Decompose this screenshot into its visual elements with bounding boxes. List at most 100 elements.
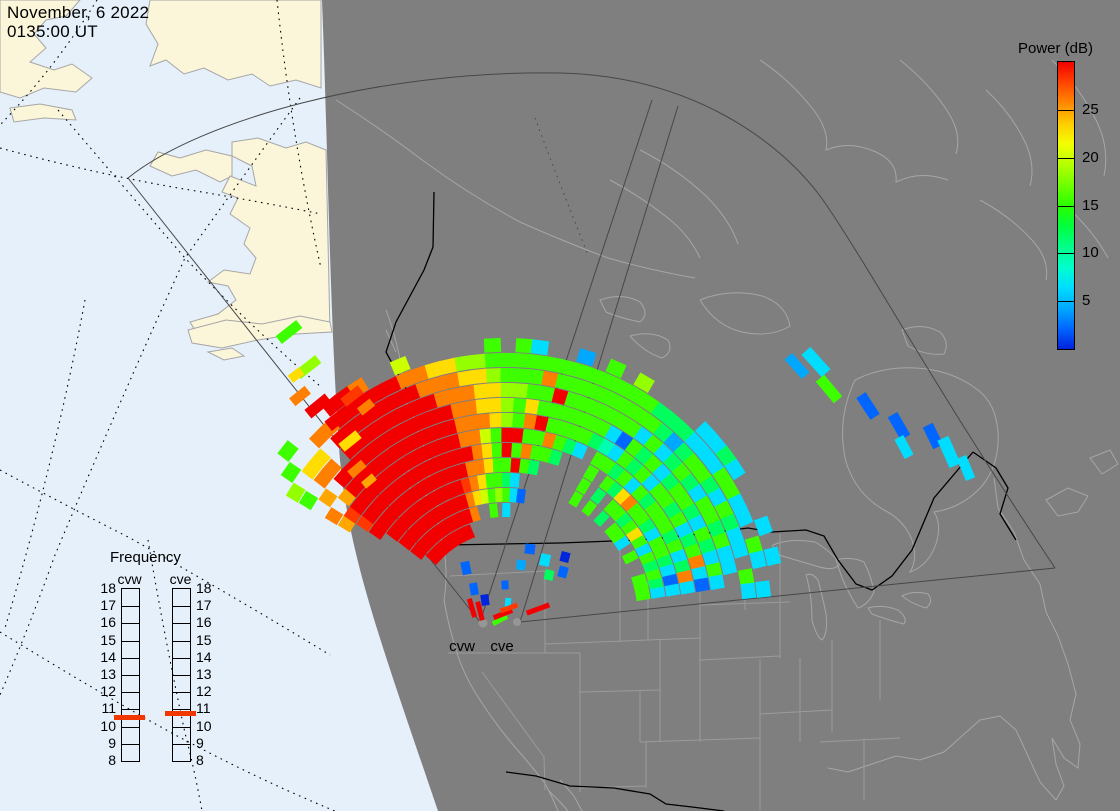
echo-cell [418,535,435,551]
echo-cell [615,469,634,488]
echo-cell [362,507,380,525]
echo-cell [581,381,601,400]
echo-cell [389,441,408,461]
echo-cell [638,492,657,511]
echo-cell [460,560,472,576]
echo-cell [423,530,439,547]
echo-cell [679,580,696,595]
echo-cell [451,448,466,465]
echo-cell [664,583,681,597]
echo-cell [439,518,454,536]
echo-cell [407,524,424,541]
echo-cell [450,512,464,529]
echo-cell [586,367,607,386]
echo-cell [643,527,662,544]
echo-cell [406,449,424,468]
echo-cell [502,502,511,518]
frequency-tick-label: 8 [196,752,204,768]
frequency-tick-label: 13 [196,666,212,682]
echo-cell [599,372,621,392]
echo-cell [356,489,375,508]
echo-cell [386,526,403,542]
echo-cell [304,393,332,419]
colorbar-divider [1058,157,1074,159]
echo-cell [604,522,621,539]
echo-cell [277,440,299,463]
echo-cell [442,419,459,437]
echo-cell [576,348,597,367]
frequency-radar-name-cve: cve [169,571,192,587]
echo-cell [753,515,773,537]
colorbar-divider [1058,301,1074,303]
echo-cell [422,475,438,493]
echo-cell [643,454,663,474]
echo-cell [414,539,431,556]
echo-cell [321,458,342,479]
echo-cell [554,373,573,391]
echo-cell [487,382,502,398]
echo-cell [556,420,573,438]
echo-cell [397,454,415,473]
echo-cell [379,448,398,467]
echo-cell [368,499,386,517]
echo-cell [408,398,427,417]
echo-cell [490,427,503,443]
frequency-tick-label: 9 [196,734,204,751]
echo-cell [418,514,435,531]
echo-cell [634,446,654,466]
echo-cell [815,374,843,404]
echo-cell [548,449,563,466]
echo-cell [382,375,403,396]
frequency-bar-cell-line [122,709,139,711]
echo-cell [462,508,476,525]
echo-cell [524,543,536,555]
echo-cell [379,509,397,527]
echo-cell [461,445,475,463]
echo-cell [395,370,416,390]
echo-cell [489,412,503,428]
echo-cell [433,390,452,408]
echo-cell [430,506,446,523]
echo-cell [501,442,513,458]
echo-cell [493,472,504,488]
echo-cell [558,358,577,377]
echo-cell [538,553,552,567]
echo-cell [527,459,540,476]
echo-cell [582,464,600,483]
echo-cell [518,458,531,474]
echo-cell [437,502,452,519]
echo-cell [480,593,490,607]
echo-cell [405,467,423,486]
echo-cell [515,559,527,571]
echo-cell [730,540,749,559]
echo-cell [527,369,545,385]
echo-cell [534,415,550,432]
echo-cell [633,465,653,485]
echo-cell [632,510,651,528]
echo-cell [620,495,638,513]
echo-cell [714,500,734,521]
echo-cell [635,542,653,559]
echo-cell [641,473,661,493]
echo-cell [529,354,547,371]
echo-cell [475,601,485,621]
echo-cell [615,512,633,530]
echo-cell [500,397,515,413]
echo-cell [520,443,533,460]
echo-cell [557,565,569,579]
frequency-tick-label: 17 [196,597,212,614]
frequency-marker-cve [165,711,196,717]
echo-cell [345,478,364,498]
colorbar-divider [1058,253,1074,255]
echo-cell [502,472,512,488]
echo-cell [280,461,302,483]
frequency-tick-label: 11 [196,700,211,717]
echo-cell [676,569,694,585]
echo-cell [457,493,471,510]
frequency-tick-label: 17 [100,597,116,614]
echo-cell [501,427,514,443]
timestamp-date: November, 6 2022 [7,3,150,22]
echo-cell [388,460,407,479]
echo-cell [543,356,562,373]
